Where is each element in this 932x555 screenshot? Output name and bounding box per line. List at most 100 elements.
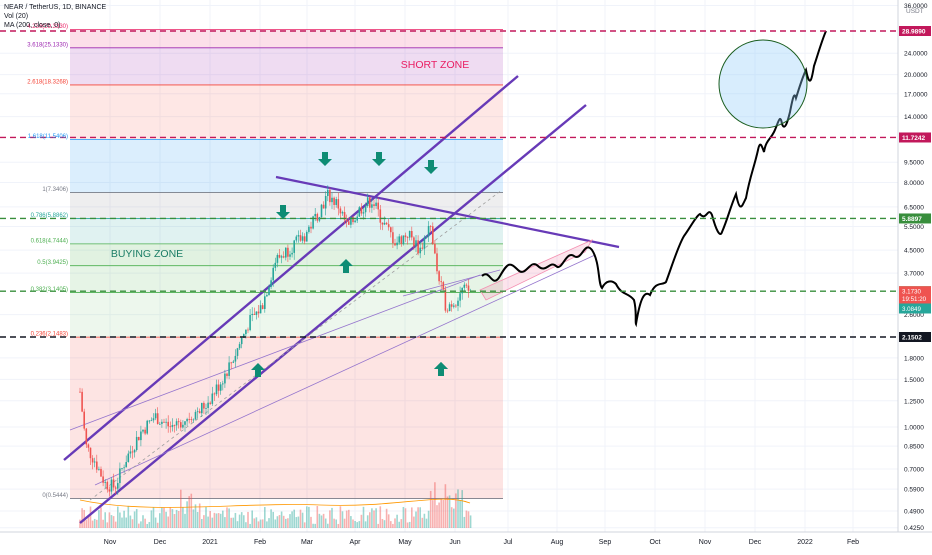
candle-body bbox=[366, 197, 369, 206]
price-tag-bg bbox=[899, 286, 931, 297]
volume-bar bbox=[163, 507, 165, 528]
volume-bar bbox=[249, 523, 251, 528]
symbol-title[interactable]: NEAR / TetherUS, 1D, BINANCE bbox=[4, 4, 107, 11]
volume-bar bbox=[448, 495, 451, 528]
candle-body bbox=[379, 209, 382, 223]
up-arrow bbox=[434, 362, 448, 376]
volume-bar bbox=[192, 509, 195, 528]
candle-body bbox=[291, 252, 293, 255]
volume-bar bbox=[194, 504, 197, 528]
candle-body bbox=[215, 384, 218, 395]
candle-body bbox=[278, 255, 281, 258]
volume-bar bbox=[93, 518, 96, 528]
candle-body bbox=[341, 212, 344, 214]
volume-bar bbox=[268, 518, 270, 528]
volume-bar bbox=[463, 516, 466, 528]
time-tick-label: Nov bbox=[699, 539, 712, 546]
candle-body bbox=[140, 431, 142, 441]
fib-label: 0.5(3.9425) bbox=[37, 260, 68, 266]
fib-label: 1.618(11.5406) bbox=[28, 134, 68, 140]
candle-body bbox=[337, 199, 340, 209]
volume-bar bbox=[129, 515, 132, 528]
level-tag-label: 28.9890 bbox=[902, 29, 926, 36]
rising-wedge bbox=[479, 239, 593, 301]
price-tick-label: 1.2500 bbox=[904, 398, 924, 405]
volume-bar bbox=[190, 493, 193, 528]
candle-body bbox=[112, 479, 115, 488]
volume-bar bbox=[272, 511, 274, 528]
volume-bar bbox=[198, 503, 201, 528]
level-tag-label: 2.1502 bbox=[902, 335, 922, 342]
candle-body bbox=[238, 344, 241, 349]
candle-body bbox=[93, 461, 96, 463]
candle-body bbox=[91, 458, 94, 463]
volume-bar bbox=[276, 516, 279, 528]
volume-bar bbox=[230, 517, 232, 528]
candle-body bbox=[417, 240, 419, 254]
candle-body bbox=[234, 355, 237, 362]
volume-bar bbox=[415, 511, 417, 528]
volume-bar bbox=[354, 520, 356, 528]
volume-bar bbox=[438, 502, 440, 528]
volume-bar bbox=[440, 498, 442, 528]
candle-body bbox=[81, 391, 83, 412]
candle-body bbox=[459, 293, 461, 301]
price-tick-label: 6.5000 bbox=[904, 204, 924, 211]
candle-body bbox=[108, 489, 111, 492]
volume-bar bbox=[329, 510, 331, 528]
price-axis[interactable]: 36.0000 24.0000 20.0000 17.0000 14.0000 9.500… bbox=[897, 0, 932, 550]
ma-indicator[interactable]: MA (200, close, 0) bbox=[4, 22, 61, 29]
candle-body bbox=[257, 311, 260, 314]
candle-body bbox=[83, 411, 85, 429]
volume-bar bbox=[442, 499, 445, 528]
candle-body bbox=[259, 305, 262, 314]
candle-body bbox=[280, 256, 283, 258]
volume-bar bbox=[156, 522, 159, 528]
volume-bar bbox=[87, 515, 90, 528]
volume-bar bbox=[243, 515, 245, 528]
price-tick-label: 4.5000 bbox=[904, 248, 924, 255]
volume-bar bbox=[188, 496, 190, 528]
volume-bar bbox=[406, 522, 409, 528]
candle-body bbox=[163, 421, 165, 423]
volume-bar bbox=[205, 506, 207, 528]
candle-body bbox=[299, 235, 302, 241]
volume-bar bbox=[173, 514, 176, 528]
vol-indicator[interactable]: Vol (20) bbox=[4, 13, 29, 20]
price-tick-label: 8.0000 bbox=[904, 180, 924, 187]
volume-bar bbox=[171, 509, 174, 528]
volume-bar bbox=[240, 512, 243, 528]
time-axis[interactable]: Nov Dec 2021 Feb Mar Apr May Jun Jul Aug Sep Oct Nov… bbox=[0, 531, 932, 546]
candle-body bbox=[211, 393, 214, 404]
volume-bar bbox=[217, 513, 220, 528]
volume-bar bbox=[425, 518, 428, 528]
candle-body bbox=[306, 231, 308, 242]
volume-bar bbox=[140, 521, 142, 528]
volume-bar bbox=[108, 512, 111, 528]
volume-bar bbox=[306, 506, 308, 528]
candle-body bbox=[243, 334, 245, 338]
down-arrow bbox=[424, 160, 438, 174]
candle-body bbox=[377, 202, 379, 210]
down-arrow bbox=[276, 205, 290, 219]
volume-bar bbox=[121, 517, 123, 528]
fib-label: 0.618(4.7444) bbox=[31, 238, 68, 244]
candle-body bbox=[310, 226, 312, 229]
candle-body bbox=[131, 451, 134, 453]
volume-bar bbox=[79, 519, 81, 528]
volume-bar bbox=[377, 523, 379, 528]
fib-label: 0.236(2.1483) bbox=[31, 332, 68, 338]
candle-body bbox=[434, 243, 436, 254]
fib-labels: 4.236(29.3330) 3.618(25.1330) 2.618(18.326… bbox=[27, 24, 68, 499]
candle-body bbox=[167, 421, 169, 427]
candle-body bbox=[287, 247, 289, 257]
candle-body bbox=[251, 313, 253, 316]
volume-bar bbox=[446, 496, 449, 528]
fib-label: 3.618(25.1330) bbox=[27, 42, 68, 48]
volume-bar bbox=[100, 507, 102, 528]
volume-bar bbox=[154, 517, 157, 528]
candle-body bbox=[396, 242, 398, 246]
candle-body bbox=[146, 420, 148, 434]
